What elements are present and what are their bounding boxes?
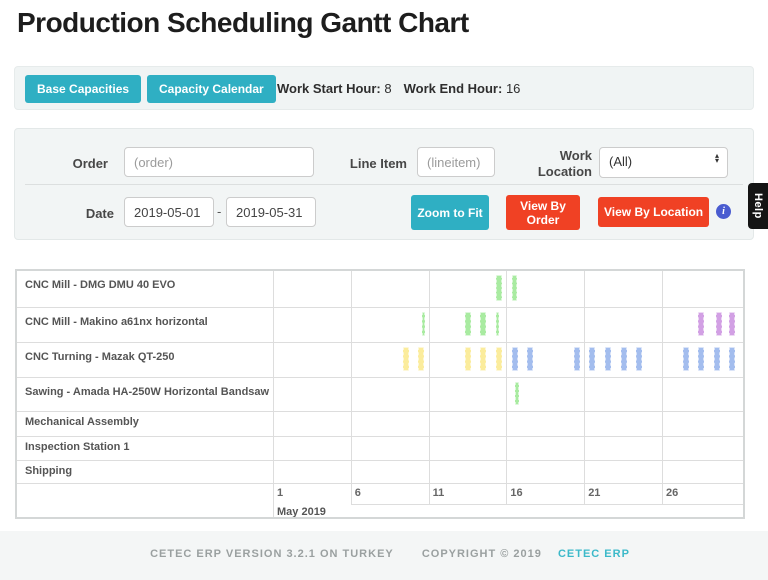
help-tab[interactable]: Help: [748, 183, 768, 229]
footer-brand-link[interactable]: CETEC ERP: [557, 548, 630, 560]
filter-divider: [25, 184, 743, 185]
date-range-separator: -: [217, 204, 222, 219]
gantt-bar[interactable]: [402, 347, 409, 371]
gantt-row-label: Shipping: [25, 465, 73, 477]
axis-tick-label: 21: [588, 487, 601, 499]
gantt-row-label: CNC Mill - DMG DMU 40 EVO: [25, 279, 176, 291]
gantt-row-label: CNC Mill - Makino a61nx horizontal: [25, 316, 208, 328]
work-location-label: Work Location: [537, 148, 592, 179]
order-label: Order: [72, 156, 108, 171]
axis-tick-label: 26: [666, 487, 679, 499]
gantt-row-label: Mechanical Assembly: [25, 416, 139, 428]
gantt-bar[interactable]: [715, 312, 722, 336]
axis-tick-label: 11: [432, 487, 445, 499]
gantt-row-label: Inspection Station 1: [25, 441, 130, 453]
footer: CETEC ERP VERSION 3.2.1 ON TURKEY COPYRI…: [0, 531, 768, 580]
date-from-input[interactable]: [124, 197, 214, 227]
capacity-toolbar: Base Capacities Capacity Calendar Work S…: [14, 66, 754, 110]
gantt-bar[interactable]: [729, 312, 736, 336]
gantt-chart: CNC Mill - DMG DMU 40 EVO CNC Mill - Maki…: [15, 269, 745, 519]
gantt-bar[interactable]: [713, 347, 720, 371]
gantt-row: Inspection Station 1: [17, 437, 743, 461]
gantt-bar[interactable]: [604, 347, 611, 371]
gantt-row: Mechanical Assembly: [17, 412, 743, 437]
gantt-bar[interactable]: [511, 347, 518, 371]
axis-tick-label: 6: [354, 487, 361, 499]
filter-panel: Order Line Item Work Location (All) ▴▾ D…: [14, 128, 754, 240]
gantt-bar[interactable]: [527, 347, 534, 371]
page-title: Production Scheduling Gantt Chart: [17, 7, 469, 38]
gantt-row-label: CNC Turning - Mazak QT-250: [25, 351, 175, 363]
work-hours-summary: Work Start Hour: 8 Work End Hour: 16: [277, 81, 520, 96]
work-end-value: 16: [505, 81, 521, 96]
gantt-row: CNC Turning - Mazak QT-250: [17, 343, 743, 378]
gantt-bar[interactable]: [464, 312, 471, 336]
gantt-bar[interactable]: [729, 347, 736, 371]
gantt-gridline: [428, 271, 430, 504]
view-by-location-button[interactable]: View By Location: [598, 197, 709, 227]
gantt-gridline: [350, 271, 352, 504]
gantt-gridline: [506, 271, 508, 504]
axis-divider: [350, 504, 743, 505]
view-by-order-button[interactable]: View By Order: [506, 195, 580, 230]
order-input[interactable]: [124, 147, 314, 177]
gantt-bar[interactable]: [480, 347, 487, 371]
gantt-bar[interactable]: [464, 347, 471, 371]
gantt-bar[interactable]: [480, 312, 487, 336]
select-updown-arrows-icon: ▴ ▾: [714, 151, 719, 165]
line-item-label: Line Item: [349, 156, 407, 171]
date-label: Date: [85, 206, 114, 221]
gantt-row: Sawing - Amada HA-250W Horizontal Bandsa…: [17, 378, 743, 412]
date-to-input[interactable]: [226, 197, 316, 227]
gantt-bar[interactable]: [422, 312, 426, 336]
gantt-row-label: Sawing - Amada HA-250W Horizontal Bandsa…: [25, 386, 270, 398]
work-start-value: 8: [384, 81, 392, 96]
gantt-row: CNC Mill - DMG DMU 40 EVO: [17, 271, 743, 308]
gantt-bar[interactable]: [573, 347, 580, 371]
work-start-label: Work Start Hour:: [277, 81, 381, 96]
gantt-bar[interactable]: [589, 347, 596, 371]
work-location-value: (All): [609, 154, 633, 169]
gantt-bar[interactable]: [496, 312, 500, 336]
gantt-bar[interactable]: [682, 347, 689, 371]
gantt-row: Shipping: [17, 461, 743, 484]
zoom-to-fit-button[interactable]: Zoom to Fit: [411, 195, 489, 230]
gantt-bar[interactable]: [496, 275, 503, 301]
work-end-label: Work End Hour:: [403, 81, 503, 96]
gantt-bar[interactable]: [698, 347, 705, 371]
capacity-calendar-button[interactable]: Capacity Calendar: [147, 75, 276, 103]
label-column-separator: [273, 271, 274, 517]
axis-month-label: May 2019: [277, 506, 326, 518]
gantt-bar[interactable]: [511, 275, 517, 301]
gantt-gridline: [584, 271, 586, 504]
footer-copyright-text: COPYRIGHT © 2019: [421, 548, 542, 560]
gantt-bar[interactable]: [418, 347, 425, 371]
gantt-bar[interactable]: [514, 382, 519, 405]
axis-tick-label: 1: [277, 487, 284, 499]
gantt-bar[interactable]: [636, 347, 643, 371]
footer-version-text: CETEC ERP VERSION 3.2.1 ON TURKEY: [150, 548, 394, 560]
line-item-input[interactable]: [417, 147, 495, 177]
axis-tick-label: 16: [510, 487, 523, 499]
work-location-select[interactable]: (All) ▴ ▾: [599, 147, 728, 178]
gantt-bar[interactable]: [620, 347, 627, 371]
gantt-bar[interactable]: [496, 347, 503, 371]
gantt-gridline: [662, 271, 663, 504]
gantt-row: CNC Mill - Makino a61nx horizontal: [17, 308, 743, 343]
base-capacities-button[interactable]: Base Capacities: [25, 75, 142, 103]
info-circle-icon[interactable]: i: [716, 204, 731, 219]
gantt-bar[interactable]: [698, 312, 705, 336]
